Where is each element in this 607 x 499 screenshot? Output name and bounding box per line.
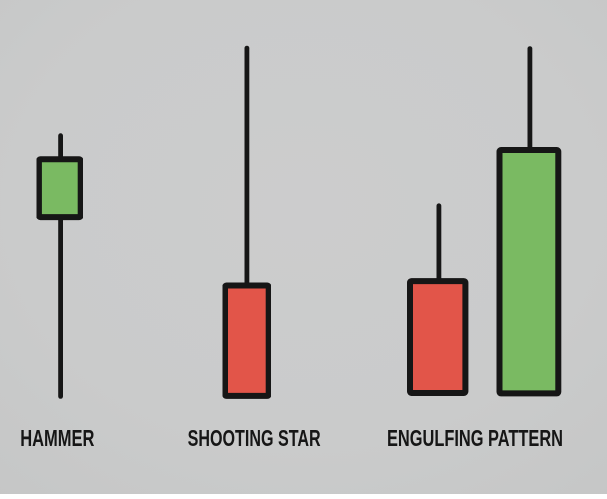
svg-text:HAMMER: HAMMER (20, 425, 94, 451)
svg-text:ENGULFING PATTERN: ENGULFING PATTERN (387, 425, 563, 451)
svg-text:SHOOTING STAR: SHOOTING STAR (188, 425, 321, 451)
